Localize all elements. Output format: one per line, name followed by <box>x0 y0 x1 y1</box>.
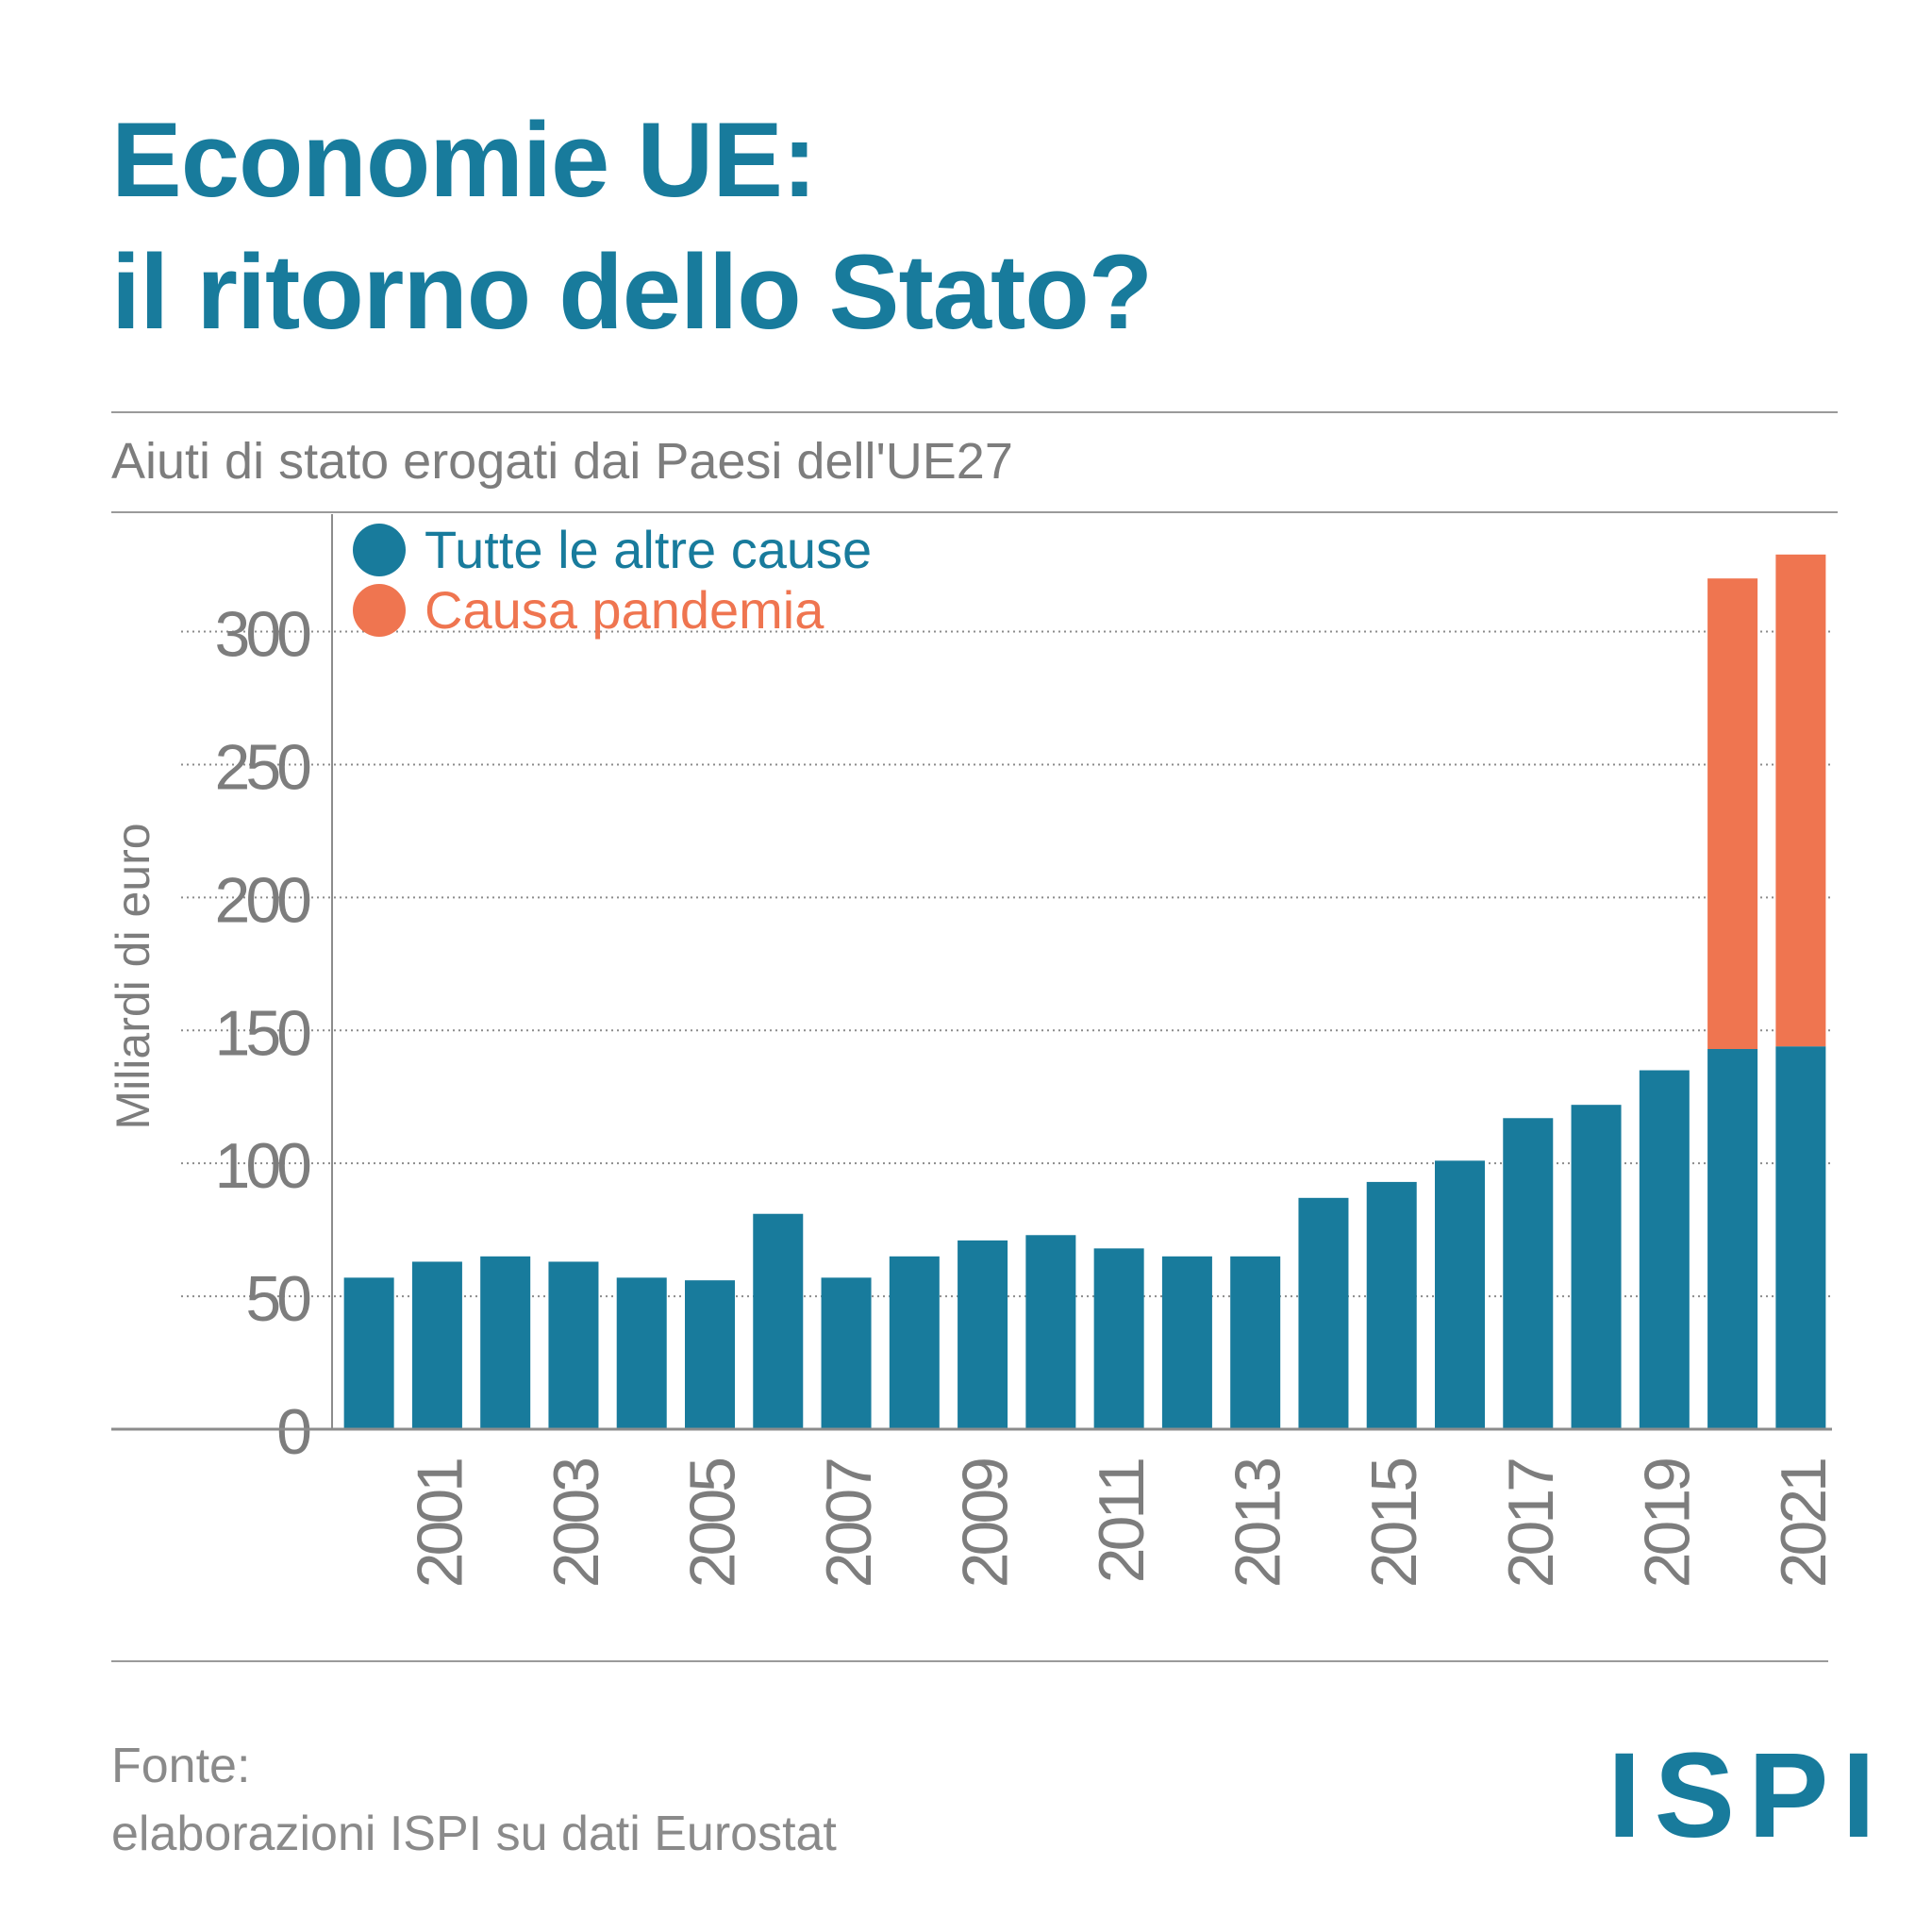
title-line-2: il ritorno dello Stato? <box>111 233 1153 351</box>
bar-pandemia <box>1775 554 1826 1047</box>
bar-altre-cause <box>1025 1235 1076 1429</box>
bar-altre-cause <box>1435 1160 1485 1429</box>
x-tick-label: 2005 <box>677 1459 749 1588</box>
bar-altre-cause <box>821 1277 872 1429</box>
bar-altre-cause <box>1366 1181 1417 1429</box>
bar-altre-cause <box>480 1256 531 1429</box>
axis-layer: 0 50 100 150 200 250 300 Miliardi di euro 2001 20… <box>107 514 1840 1588</box>
legend-marker-altre-cause <box>353 524 406 576</box>
bar-altre-cause <box>958 1240 1008 1429</box>
bars-layer <box>343 554 1826 1429</box>
bar-altre-cause <box>1298 1197 1349 1429</box>
bar-altre-cause <box>685 1280 735 1429</box>
bar-altre-cause <box>1093 1248 1144 1429</box>
source-note: Fonte: elaborazioni ISPI su dati Eurosta… <box>111 1732 837 1868</box>
ispi-logo: ISPI <box>1607 1728 1889 1863</box>
y-tick-label: 150 <box>215 997 311 1069</box>
y-tick-label: 50 <box>245 1263 310 1335</box>
bar-altre-cause <box>411 1261 462 1429</box>
x-tick-label: 2019 <box>1631 1459 1703 1588</box>
top-divider <box>111 411 1838 413</box>
chart-subtitle: Aiuti di stato erogati dai Paesi dell'UE… <box>111 433 1013 490</box>
grid-layer <box>181 630 1832 1298</box>
bar-pandemia <box>1707 578 1758 1049</box>
bar-altre-cause <box>1639 1070 1690 1429</box>
bar-altre-cause <box>1161 1256 1212 1429</box>
x-tick-label: 2015 <box>1358 1459 1430 1588</box>
bar-altre-cause <box>616 1277 667 1429</box>
x-tick-label: 2011 <box>1086 1459 1158 1583</box>
y-tick-label: 200 <box>215 864 311 936</box>
y-tick-label: 250 <box>215 731 311 803</box>
source-text: elaborazioni ISPI su dati Eurostat <box>111 1807 837 1861</box>
subtitle-divider <box>111 511 1838 513</box>
bar-altre-cause <box>1230 1256 1281 1429</box>
y-tick-label: 0 <box>276 1396 310 1468</box>
y-tick-label: 300 <box>215 599 311 671</box>
x-tick-label: 2009 <box>950 1459 1022 1588</box>
x-tick-label: 2007 <box>813 1459 885 1588</box>
bar-altre-cause <box>548 1261 599 1429</box>
source-label: Fonte: <box>111 1739 251 1793</box>
bar-altre-cause <box>753 1213 804 1429</box>
x-tick-label: 2021 <box>1768 1459 1840 1588</box>
bar-chart: 0 50 100 150 200 250 300 Miliardi di euro 2001 20… <box>107 514 1840 1588</box>
bar-altre-cause <box>1571 1105 1622 1429</box>
bottom-divider <box>111 1660 1828 1662</box>
x-tick-label: 2017 <box>1495 1459 1567 1588</box>
title-line-1: Economie UE: <box>111 101 817 219</box>
legend-label-pandemia: Causa pandemia <box>425 580 824 640</box>
bar-altre-cause <box>889 1256 940 1429</box>
bar-altre-cause <box>1775 1046 1826 1429</box>
page-title: Economie UE: il ritorno dello Stato? <box>111 94 1809 358</box>
bar-altre-cause <box>343 1277 394 1429</box>
y-axis-title: Miliardi di euro <box>107 823 159 1129</box>
legend-label-altre-cause: Tutte le altre cause <box>425 520 872 579</box>
x-tick-label: 2013 <box>1223 1459 1294 1588</box>
x-tick-label: 2003 <box>541 1459 612 1588</box>
bar-altre-cause <box>1707 1049 1758 1429</box>
y-tick-label: 100 <box>215 1130 311 1202</box>
legend-marker-pandemia <box>353 584 406 637</box>
bar-altre-cause <box>1503 1118 1554 1429</box>
x-tick-label: 2001 <box>404 1459 475 1588</box>
